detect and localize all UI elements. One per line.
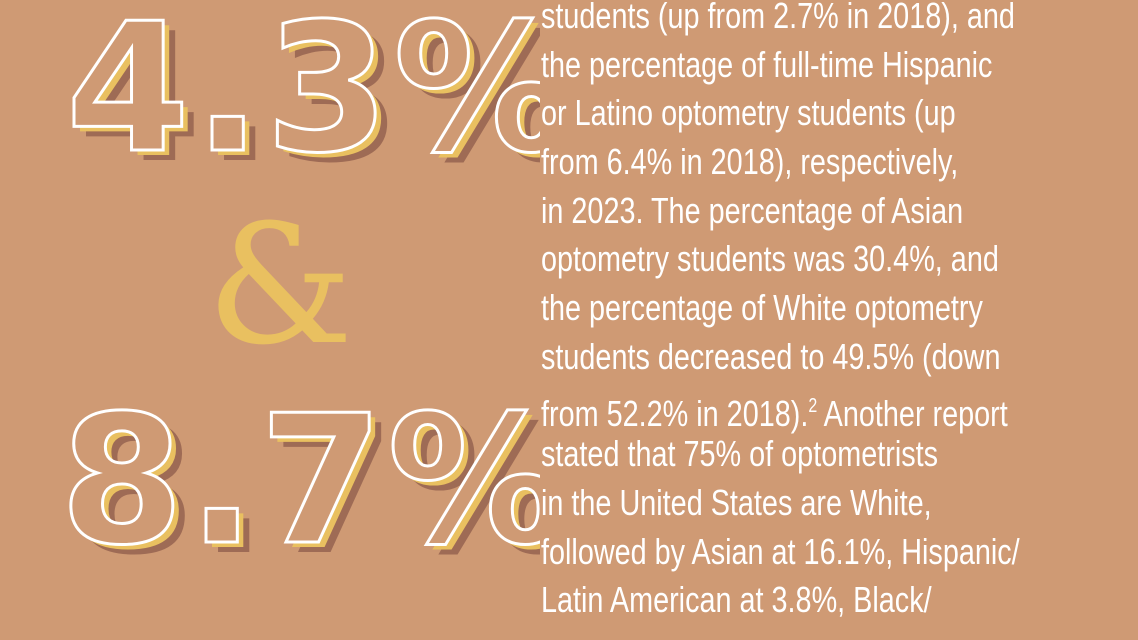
svg-text:8.7%: 8.7%	[66, 382, 540, 589]
svg-text:4.3%: 4.3%	[66, 0, 540, 192]
body-line: the percentage of White optometry	[541, 287, 983, 329]
svg-text:8.7%: 8.7%	[60, 377, 540, 584]
body-line: students decreased to 49.5% (down	[541, 335, 1001, 377]
svg-text:4.3%: 4.3%	[72, 0, 540, 197]
svg-text:4.3%: 4.3%	[78, 0, 540, 202]
ampersand: &	[207, 189, 354, 381]
body-line: stated that 75% of optometrists	[541, 433, 939, 475]
stat-first: 4.3% 4.3% 4.3%	[65, 0, 541, 202]
svg-text:8.7%: 8.7%	[72, 387, 540, 594]
statistics-graphic: 4.3% 4.3% 4.3% 8.7% 8.7% 8.7% &	[59, 0, 541, 595]
body-line: from 6.4% in 2018), respectively,	[541, 141, 959, 183]
body-line: the percentage of full-time Hispanic	[541, 43, 993, 85]
body-line: from 52.2% in 2018).2 Another report	[541, 382, 1138, 434]
body-line-text: from 52.2% in 2018).	[541, 392, 809, 434]
footnote-ref[interactable]: 2	[808, 394, 818, 417]
body-paragraph: students (up from 2.7% in 2018), and the…	[541, 0, 1138, 625]
body-line: optometry students was 30.4%, and	[541, 238, 999, 280]
body-line: in 2023. The percentage of Asian	[541, 189, 964, 231]
body-line: students (up from 2.7% in 2018), and	[541, 0, 1015, 36]
body-line: Latin American at 3.8%, Black/	[541, 579, 932, 621]
body-line: followed by Asian at 16.1%, Hispanic/	[541, 530, 1020, 572]
body-line: or Latino optometry students (up	[541, 92, 956, 134]
body-line: in the United States are White,	[541, 481, 932, 523]
stat-second: 8.7% 8.7% 8.7%	[59, 376, 541, 595]
body-line-text: Another report	[817, 392, 1008, 434]
